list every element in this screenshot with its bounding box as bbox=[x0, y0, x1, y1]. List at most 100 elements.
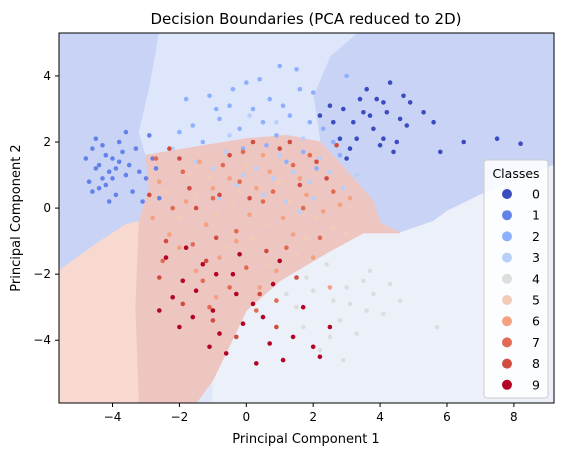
legend-marker-5 bbox=[502, 295, 512, 305]
point-class-2 bbox=[177, 129, 182, 135]
point-class-6 bbox=[183, 199, 189, 204]
point-class-9 bbox=[163, 255, 169, 260]
point-class-6 bbox=[177, 245, 182, 250]
y-tick-label: 2 bbox=[43, 135, 51, 149]
point-class-5 bbox=[331, 225, 336, 231]
point-class-2 bbox=[314, 166, 319, 171]
point-class-7 bbox=[190, 242, 196, 247]
point-class-8 bbox=[294, 275, 299, 280]
x-tick-label: 0 bbox=[242, 410, 250, 424]
point-class-5 bbox=[304, 235, 309, 241]
point-class-2 bbox=[287, 113, 293, 118]
point-class-6 bbox=[310, 255, 316, 260]
point-class-2 bbox=[250, 106, 256, 112]
point-class-0 bbox=[331, 119, 336, 125]
point-class-3 bbox=[247, 113, 252, 118]
point-class-5 bbox=[314, 215, 319, 221]
point-class-3 bbox=[223, 149, 229, 155]
point-class-9 bbox=[213, 271, 219, 277]
point-class-5 bbox=[264, 222, 269, 227]
point-class-0 bbox=[347, 146, 353, 151]
point-class-5 bbox=[163, 189, 169, 194]
legend-marker-8 bbox=[502, 358, 512, 369]
point-class-3 bbox=[317, 156, 323, 161]
point-class-9 bbox=[217, 331, 222, 336]
point-class-2 bbox=[277, 63, 283, 69]
point-class-6 bbox=[234, 238, 239, 244]
point-class-6 bbox=[280, 215, 286, 221]
point-class-6 bbox=[260, 152, 266, 158]
point-class-1 bbox=[96, 162, 102, 168]
point-class-0 bbox=[341, 106, 346, 112]
point-class-7 bbox=[180, 169, 186, 174]
point-class-8 bbox=[334, 143, 339, 148]
point-class-6 bbox=[327, 285, 333, 290]
point-class-8 bbox=[277, 146, 283, 151]
point-class-2 bbox=[257, 77, 263, 82]
y-tick-label: −4 bbox=[33, 333, 51, 347]
point-class-0 bbox=[404, 123, 410, 128]
y-axis-ticks: −4 −2 0 2 4 bbox=[33, 69, 59, 347]
legend-label-9: 9 bbox=[532, 377, 540, 392]
point-class-3 bbox=[354, 172, 360, 178]
point-class-5 bbox=[267, 262, 273, 267]
point-class-1 bbox=[157, 195, 162, 201]
point-class-4 bbox=[327, 334, 333, 340]
point-class-1 bbox=[103, 182, 109, 188]
y-tick-label: −2 bbox=[33, 267, 51, 281]
legend-label-6: 6 bbox=[532, 314, 540, 329]
plot-frame bbox=[58, 32, 555, 404]
point-class-3 bbox=[270, 176, 276, 181]
point-class-5 bbox=[223, 245, 229, 250]
point-class-7 bbox=[270, 189, 276, 194]
point-class-7 bbox=[260, 199, 266, 204]
point-class-4 bbox=[324, 262, 329, 267]
point-class-1 bbox=[137, 169, 142, 174]
chart-title: Decision Boundaries (PCA reduced to 2D) bbox=[150, 10, 461, 28]
point-class-8 bbox=[180, 301, 186, 307]
point-class-9 bbox=[253, 361, 259, 366]
point-class-6 bbox=[297, 176, 303, 181]
point-class-6 bbox=[217, 255, 222, 260]
point-class-8 bbox=[167, 146, 172, 151]
point-class-8 bbox=[274, 324, 279, 330]
point-class-0 bbox=[397, 116, 403, 122]
point-class-0 bbox=[387, 80, 393, 85]
point-class-6 bbox=[157, 179, 162, 184]
x-axis-ticks: −4 −2 0 2 4 6 8 bbox=[104, 403, 518, 424]
point-class-0 bbox=[351, 119, 356, 125]
point-class-3 bbox=[327, 169, 333, 174]
point-class-4 bbox=[387, 281, 393, 287]
point-class-5 bbox=[213, 212, 219, 217]
point-class-6 bbox=[213, 295, 219, 300]
point-class-0 bbox=[357, 96, 363, 102]
legend-title: Classes bbox=[492, 166, 539, 181]
x-tick-label: 2 bbox=[309, 410, 317, 424]
point-class-1 bbox=[86, 179, 92, 184]
point-class-3 bbox=[253, 166, 259, 171]
legend-label-7: 7 bbox=[532, 335, 540, 350]
point-class-0 bbox=[407, 100, 413, 105]
point-class-2 bbox=[300, 149, 306, 155]
point-class-6 bbox=[347, 195, 353, 201]
point-class-1 bbox=[106, 199, 112, 204]
point-class-9 bbox=[240, 321, 246, 327]
point-class-3 bbox=[290, 169, 296, 174]
point-class-4 bbox=[364, 308, 370, 313]
point-class-2 bbox=[307, 119, 313, 125]
point-class-9 bbox=[210, 308, 216, 313]
point-class-4 bbox=[337, 318, 343, 323]
point-class-2 bbox=[244, 80, 249, 85]
point-class-4 bbox=[300, 324, 306, 330]
point-class-0 bbox=[421, 110, 426, 115]
point-class-9 bbox=[300, 304, 306, 310]
legend-label-4: 4 bbox=[532, 271, 540, 286]
point-class-4 bbox=[284, 291, 289, 297]
point-class-6 bbox=[253, 186, 259, 191]
y-tick-label: 4 bbox=[43, 69, 51, 83]
point-class-7 bbox=[160, 258, 165, 264]
x-tick-label: 6 bbox=[443, 410, 451, 424]
decision-regions bbox=[59, 33, 554, 403]
point-class-0 bbox=[494, 136, 500, 141]
point-class-2 bbox=[320, 126, 326, 132]
